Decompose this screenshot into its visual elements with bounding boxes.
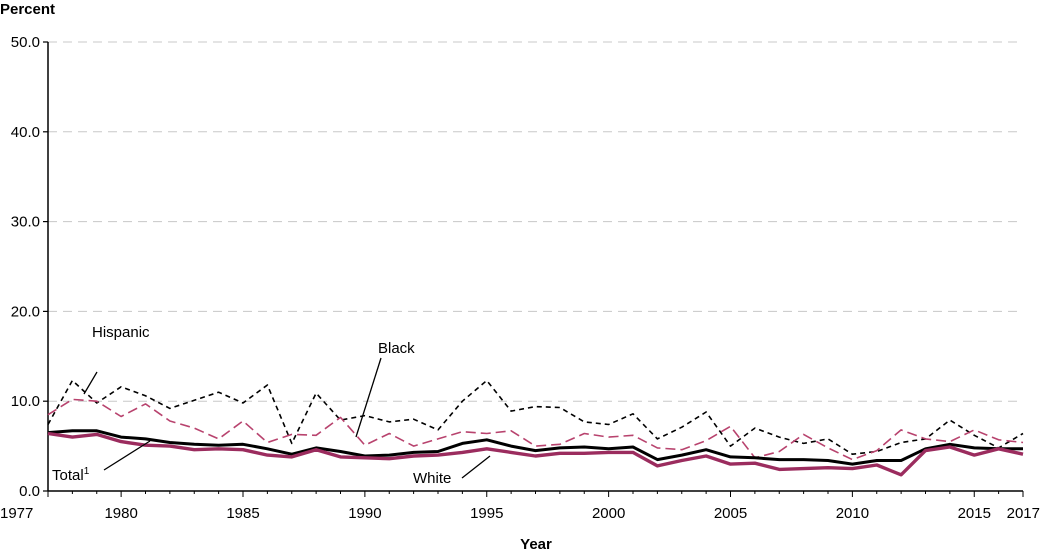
x-tick-label: 1985 — [226, 505, 259, 522]
y-axis-ticks: 0.0 10.0 20.0 30.0 40.0 50.0 — [11, 34, 48, 500]
label-hispanic: Hispanic — [83, 324, 150, 395]
series-label-total-name: Total — [52, 467, 84, 484]
x-tick-label: 2015 — [958, 505, 991, 522]
series-label-total: Total1 — [52, 466, 90, 484]
leader-line-total — [103, 440, 151, 471]
series-label-white: White — [413, 470, 451, 487]
x-axis-ticks: 1977 1980 1985 1990 1995 2000 2005 2010 2015 2017 — [0, 491, 1040, 522]
series-label-hispanic: Hispanic — [92, 324, 150, 341]
series-label-total-sup: 1 — [84, 466, 90, 477]
series-line-total — [47, 429, 1023, 466]
x-tick-label: 1995 — [470, 505, 503, 522]
series-line-black — [47, 398, 1024, 461]
leader-line-black — [355, 357, 382, 438]
x-tick-label: 2017 — [1007, 505, 1040, 522]
y-axis-title: Percent — [0, 1, 55, 18]
label-total: Total1 — [52, 440, 151, 484]
x-tick-label: 2010 — [836, 505, 869, 522]
x-tick-label: 2005 — [714, 505, 747, 522]
x-tick-label: 1977 — [0, 505, 33, 522]
x-axis-title: Year — [520, 536, 552, 550]
y-tick-label: 20.0 — [11, 303, 40, 320]
y-tick-label: 30.0 — [11, 214, 40, 231]
y-tick-label: 10.0 — [11, 393, 40, 410]
leader-line-white — [461, 455, 491, 479]
x-tick-label: 1980 — [104, 505, 137, 522]
y-tick-label: 50.0 — [11, 34, 40, 51]
leader-line-hispanic — [83, 371, 98, 395]
label-black: Black — [355, 340, 415, 438]
gridlines — [48, 41, 1023, 402]
x-tick-label: 1990 — [348, 505, 381, 522]
y-tick-label: 0.0 — [19, 483, 40, 500]
series-line-hispanic — [47, 379, 1024, 455]
label-white: White — [413, 455, 491, 487]
series-group — [47, 379, 1024, 477]
x-tick-label: 2000 — [592, 505, 625, 522]
y-tick-label: 40.0 — [11, 124, 40, 141]
series-line-white — [47, 431, 1024, 477]
series-label-black: Black — [378, 340, 415, 357]
